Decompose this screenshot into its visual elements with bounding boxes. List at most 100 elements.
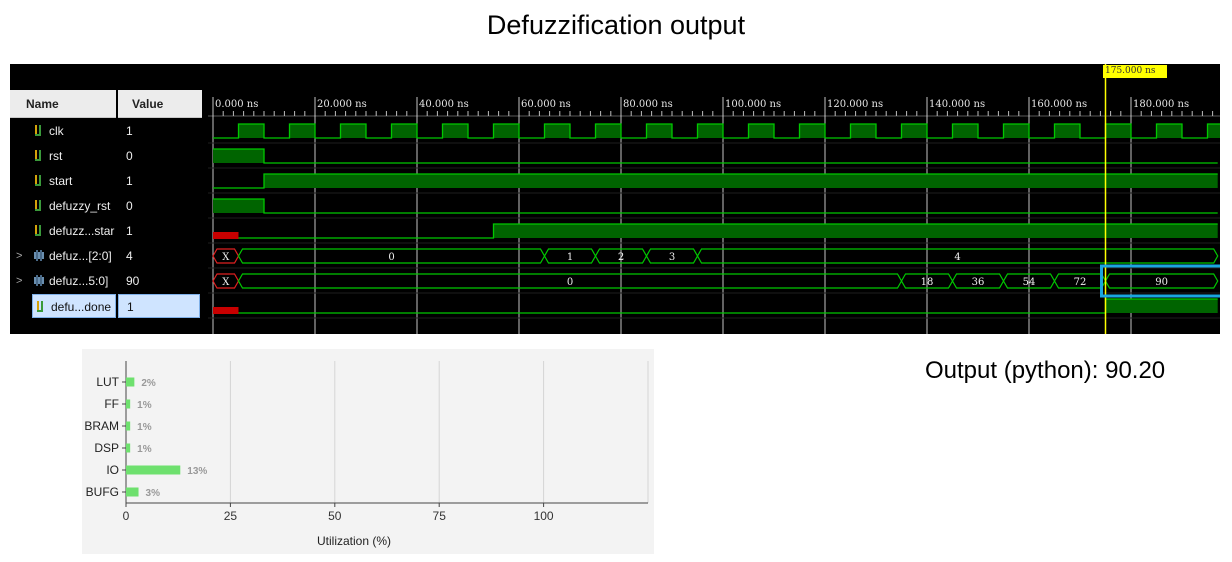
- signal-name-label: defuzzy_rst: [49, 199, 111, 213]
- counter-segment: [696, 248, 1219, 264]
- category-label: DSP: [94, 441, 119, 455]
- signal-value-cell[interactable]: 4: [118, 244, 200, 268]
- clk-high-fill: [1156, 124, 1182, 138]
- defuzz-done-waveform: [238, 298, 1218, 314]
- waveform-viewer: Name clk rst start defuzzy_rst defuzz...star…: [10, 64, 1220, 334]
- signal-value-cell[interactable]: 1: [118, 169, 200, 193]
- signal-value-cell[interactable]: 90: [118, 269, 200, 293]
- utilization-bar: [126, 399, 131, 409]
- bar-value-label: 2%: [141, 378, 156, 389]
- time-tick-label: 160.000 ns: [1031, 99, 1087, 110]
- signal-name-label: clk: [49, 124, 64, 138]
- time-tick-label: 180.000 ns: [1133, 99, 1189, 110]
- bit-signal-icon: [34, 145, 44, 161]
- x-tick-label: 100: [534, 509, 554, 523]
- signal-value-cell[interactable]: 1: [118, 294, 200, 318]
- x-axis-title: Utilization (%): [317, 534, 391, 548]
- clk-high-fill: [850, 124, 876, 138]
- time-tick-label: 20.000 ns: [317, 99, 367, 110]
- time-tick-label: 60.000 ns: [521, 99, 571, 110]
- utilization-bar: [126, 487, 139, 497]
- undefined-red-segment: [213, 307, 239, 314]
- clk-high-fill: [289, 124, 315, 138]
- time-tick-label: 40.000 ns: [419, 99, 469, 110]
- utilization-bar: [126, 421, 131, 431]
- signal-value-cell[interactable]: 0: [118, 144, 200, 168]
- time-tick-label: 100.000 ns: [725, 99, 781, 110]
- bar-value-label: 3%: [146, 488, 161, 499]
- signal-name-label: defuz...[2:0]: [49, 249, 112, 263]
- defuzz-start-high-fill: [493, 224, 1218, 238]
- bit-signal-icon: [34, 195, 44, 211]
- expand-chevron-icon[interactable]: >: [16, 275, 23, 287]
- signal-value-cell[interactable]: 0: [118, 194, 200, 218]
- category-label: IO: [106, 463, 119, 477]
- bus-signal-icon: [34, 270, 44, 286]
- time-tick-label: 120.000 ns: [827, 99, 883, 110]
- signal-name-label: defu...done: [51, 300, 112, 314]
- time-tick-label: 80.000 ns: [623, 99, 673, 110]
- signal-name-row[interactable]: clk: [10, 119, 116, 143]
- output-value-label: 72: [1074, 277, 1087, 288]
- clk-high-fill: [748, 124, 774, 138]
- time-tick-label: 140.000 ns: [929, 99, 985, 110]
- output-value-label: X: [222, 277, 230, 288]
- signal-value-cell[interactable]: 1: [118, 219, 200, 243]
- signal-value-cell[interactable]: 1: [118, 119, 200, 143]
- signal-name-row[interactable]: > defuz...[2:0]: [10, 244, 116, 268]
- signal-name-row[interactable]: > defuz...5:0]: [10, 269, 116, 293]
- clk-high-fill: [697, 124, 723, 138]
- value-column-header[interactable]: Value: [118, 90, 202, 118]
- category-label: BUFG: [86, 485, 119, 499]
- output-highlight-box: [1100, 264, 1220, 298]
- bus-signal-icon: [34, 245, 44, 261]
- clk-high-fill: [952, 124, 978, 138]
- x-tick-label: 0: [123, 509, 130, 523]
- signal-name-row[interactable]: start: [10, 169, 116, 193]
- waveform-canvas[interactable]: 0.000 ns 20.000 ns 40.000 ns 60.000 ns 80.00…: [208, 64, 1220, 334]
- utilization-bar: [126, 377, 135, 387]
- clk-high-fill: [493, 124, 519, 138]
- utilization-chart: 0 25 50 75 100 LUT 2% FF 1% BRAM 1% DSP 1% IO 13% BUFG 3…: [82, 349, 654, 554]
- utilization-chart-svg: 0 25 50 75 100 LUT 2% FF 1% BRAM 1% DSP 1% IO 13% BUFG 3…: [84, 361, 649, 548]
- signal-name-row[interactable]: defuzzy_rst: [10, 194, 116, 218]
- clk-high-fill: [1054, 124, 1080, 138]
- output-segment: [1104, 273, 1219, 289]
- clk-high-fill: [544, 124, 570, 138]
- clk-high-fill: [1105, 124, 1131, 138]
- cursor-time-label[interactable]: 175.000 ns: [1103, 65, 1167, 78]
- bit-signal-icon: [34, 170, 44, 186]
- output-value-label: 90: [1155, 277, 1168, 288]
- utilization-bar: [126, 443, 131, 453]
- bar-value-label: 1%: [137, 444, 152, 455]
- expand-chevron-icon[interactable]: >: [16, 250, 23, 262]
- counter-value-label: 2: [618, 252, 624, 263]
- signal-name-row[interactable]: defu...done: [32, 294, 116, 318]
- x-tick-label: 50: [328, 509, 342, 523]
- bit-signal-icon: [34, 120, 44, 136]
- counter-value-label: 1: [567, 252, 573, 263]
- signal-name-row[interactable]: rst: [10, 144, 116, 168]
- page-title: Defuzzification output: [486, 10, 746, 40]
- signal-values-panel: Value 1 0 1 0 1 4 90 1: [116, 64, 202, 334]
- python-output-text: Output (python): 90.20: [925, 357, 1166, 384]
- clk-high-fill: [595, 124, 621, 138]
- start-high-fill: [264, 174, 1218, 188]
- name-column-header[interactable]: Name: [10, 90, 116, 118]
- defuzz-start-waveform: [238, 223, 1218, 239]
- signal-name-row[interactable]: defuzz...star: [10, 219, 116, 243]
- counter-value-label: X: [222, 252, 230, 263]
- clk-high-fill: [1003, 124, 1029, 138]
- x-tick-label: 25: [224, 509, 238, 523]
- signal-name-label: rst: [49, 149, 63, 163]
- output-value-label: 0: [567, 277, 573, 288]
- signal-name-label: start: [49, 174, 73, 188]
- category-label: LUT: [96, 375, 119, 389]
- category-label: FF: [104, 397, 119, 411]
- clk-high-fill: [1207, 124, 1220, 138]
- waveform-plot[interactable]: 0.000 ns 20.000 ns 40.000 ns 60.000 ns 80.00…: [208, 64, 1220, 334]
- x-tick-label: 75: [433, 509, 447, 523]
- defuzz-done-high-fill: [1105, 299, 1218, 313]
- time-tick-label: 0.000 ns: [215, 99, 258, 110]
- category-label: BRAM: [84, 419, 119, 433]
